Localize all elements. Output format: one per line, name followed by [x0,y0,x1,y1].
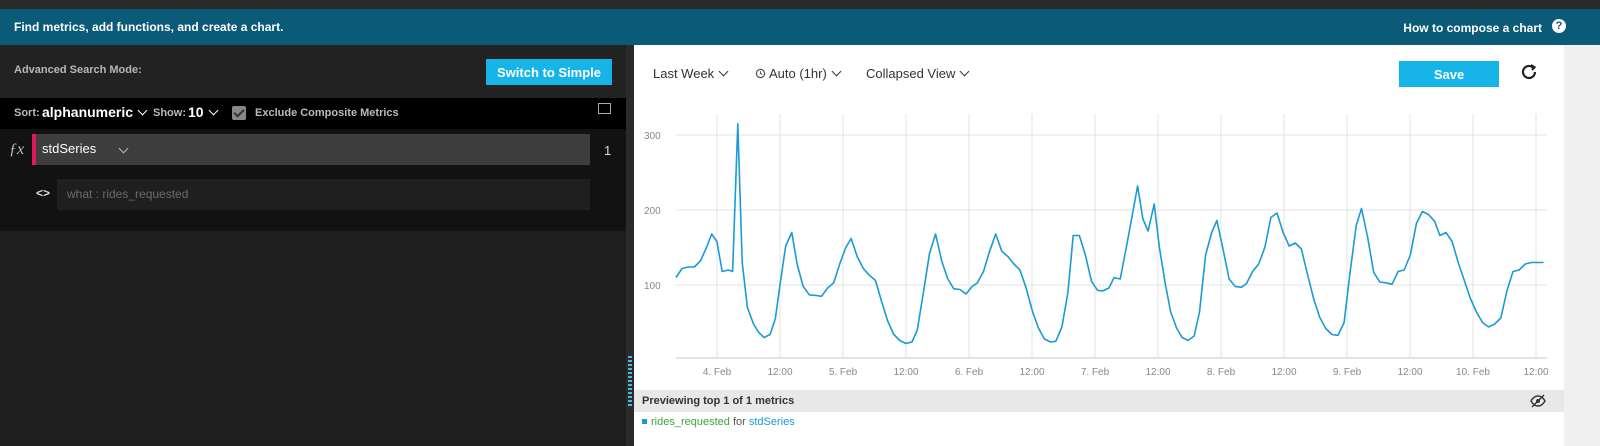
argument-input[interactable] [65,186,569,202]
time-range-value: Last Week [653,66,715,81]
view-dropdown[interactable]: Collapsed View [866,66,970,81]
banner-message: Find metrics, add functions, and create … [14,20,284,34]
y-tick-label: 100 [644,281,661,292]
x-tick-label: 9. Feb [1333,367,1362,378]
legend-item[interactable]: rides_requested for stdSeries [642,416,795,428]
switch-to-simple-button[interactable]: Switch to Simple [486,59,612,85]
result-count: 1 [604,143,612,158]
exclude-composite-checkbox[interactable] [232,106,246,120]
legend-swatch [642,419,647,424]
line-chart: 300 200 100 4. Feb 12:00 5. Feb 12:00 6. Feb 12:… [644,114,1549,378]
x-tick-label: 4. Feb [703,367,732,378]
legend-metric: rides_requested [651,416,730,428]
series-line [675,123,1544,345]
interval-value: Auto (1hr) [769,66,827,81]
mode-bar: Advanced Search Mode: Switch to Simple [0,45,626,98]
show-dropdown[interactable]: 10 [188,104,219,120]
history-icon [755,68,766,79]
x-tick-label: 12:00 [1523,367,1548,378]
chevron-down-icon [114,142,129,160]
sort-bar: Sort: alphanumeric Show: 10 [0,98,626,129]
chevron-down-icon [718,66,729,77]
panel-divider[interactable] [626,45,634,446]
x-tick-label: 12:00 [767,367,792,378]
window-top-strip [0,0,1600,9]
y-tick-label: 200 [644,206,661,217]
time-range-dropdown[interactable]: Last Week [653,66,729,81]
x-tick-label: 5. Feb [829,367,858,378]
argument-field[interactable] [57,179,590,210]
preview-bar: Previewing top 1 of 1 metrics [634,390,1564,412]
view-value: Collapsed View [866,66,956,81]
x-tick-label: 12:00 [1019,367,1044,378]
x-tick-label: 7. Feb [1081,367,1110,378]
x-tick-label: 12:00 [1145,367,1170,378]
save-button[interactable]: Save [1399,61,1499,87]
chevron-down-icon [959,66,970,77]
x-tick-label: 6. Feb [955,367,984,378]
page-edge [1564,45,1600,446]
query-panel: Advanced Search Mode: Switch to Simple S… [0,45,626,446]
how-to-compose-link[interactable]: How to compose a chart [1403,21,1542,35]
exclude-composite-label: Exclude Composite Metrics [255,107,399,119]
chevron-down-icon [831,66,842,77]
help-icon[interactable]: ? [1552,19,1566,33]
y-tick-label: 300 [644,131,661,142]
show-label: Show: [153,107,186,119]
show-value: 10 [188,104,204,120]
code-brackets-icon: <> [36,186,51,200]
legend-for: for [732,416,746,428]
legend-series: stdSeries [748,416,795,428]
x-tick-label: 10. Feb [1456,367,1490,378]
chevron-down-icon [137,105,148,116]
sort-dropdown[interactable]: alphanumeric [42,104,148,120]
x-tick-label: 12:00 [1397,367,1422,378]
sort-value: alphanumeric [42,104,134,120]
x-tick-label: 12:00 [1271,367,1296,378]
resize-handle[interactable] [628,356,632,406]
function-selector[interactable]: stdSeries [32,134,590,165]
function-area: ƒx stdSeries 1 <> [0,129,626,231]
refresh-icon[interactable] [1518,61,1540,83]
chevron-down-icon [208,105,219,116]
preview-text: Previewing top 1 of 1 metrics [642,395,795,407]
sort-label: Sort: [14,107,40,119]
table-view-icon[interactable] [598,103,611,114]
x-tick-label: 12:00 [893,367,918,378]
chart-panel: Last Week Auto (1hr) Collapsed View Save… [634,45,1564,446]
interval-dropdown[interactable]: Auto (1hr) [755,66,842,81]
x-tick-label: 8. Feb [1207,367,1236,378]
info-banner: Find metrics, add functions, and create … [0,9,1600,45]
function-icon: ƒx [9,141,25,158]
function-name: stdSeries [42,141,97,156]
advanced-mode-label: Advanced Search Mode: [14,64,142,76]
hide-eye-icon[interactable] [1530,394,1546,408]
